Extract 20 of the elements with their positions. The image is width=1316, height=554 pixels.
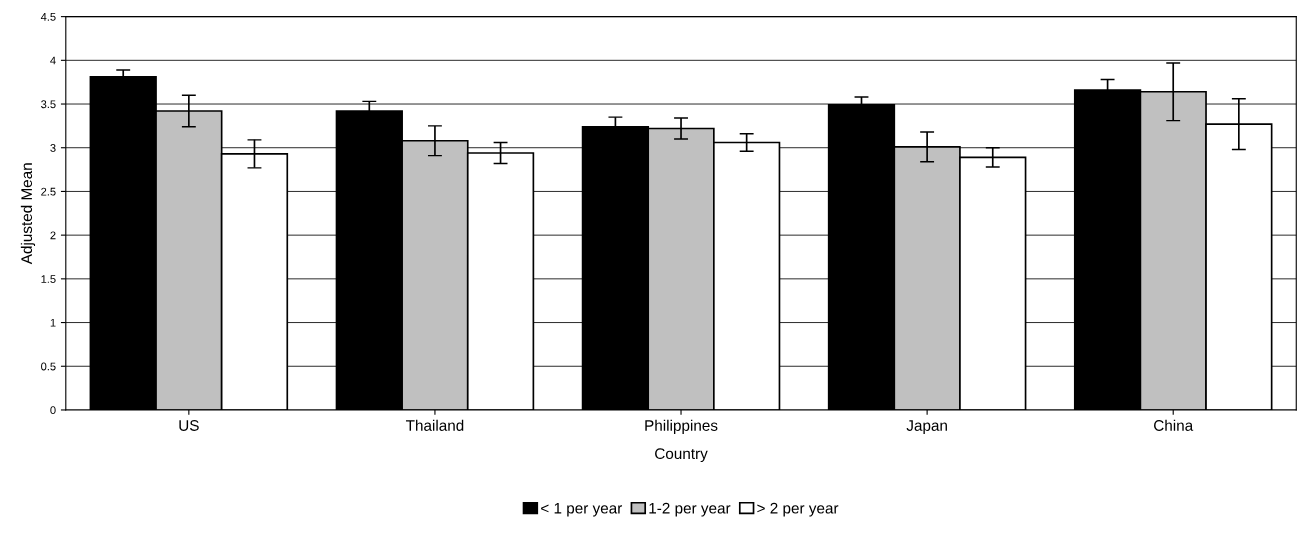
y-tick-label: 4.5 [40, 13, 56, 21]
x-tick-label: Japan [906, 420, 947, 434]
y-tick-label: 1.5 [41, 275, 56, 283]
y-tick-label: 2.5 [41, 187, 56, 196]
x-tick-label: China [1154, 419, 1194, 431]
y-tick-label: 1 [50, 318, 56, 327]
y-tick-label: 3 [50, 144, 56, 152]
legend-label: 1-2 per year [649, 502, 731, 517]
y-tick-label: 2 [50, 231, 56, 240]
y-tick-label: 3.5 [41, 100, 56, 109]
legend-label: < 1 per year [541, 502, 623, 517]
x-tick-label: US [179, 420, 199, 431]
y-tick-label: 4 [50, 56, 56, 65]
y-tick-label: 0 [50, 406, 56, 415]
x-tick-label: Thailand [405, 419, 464, 431]
y-axis-title: Adjusted Mean [20, 163, 36, 265]
legend-label: > 2 per year [757, 502, 839, 517]
x-tick-label: Philippines [645, 419, 718, 434]
y-tick-label: 0.5 [41, 362, 56, 371]
x-axis-title: Country [655, 448, 708, 463]
